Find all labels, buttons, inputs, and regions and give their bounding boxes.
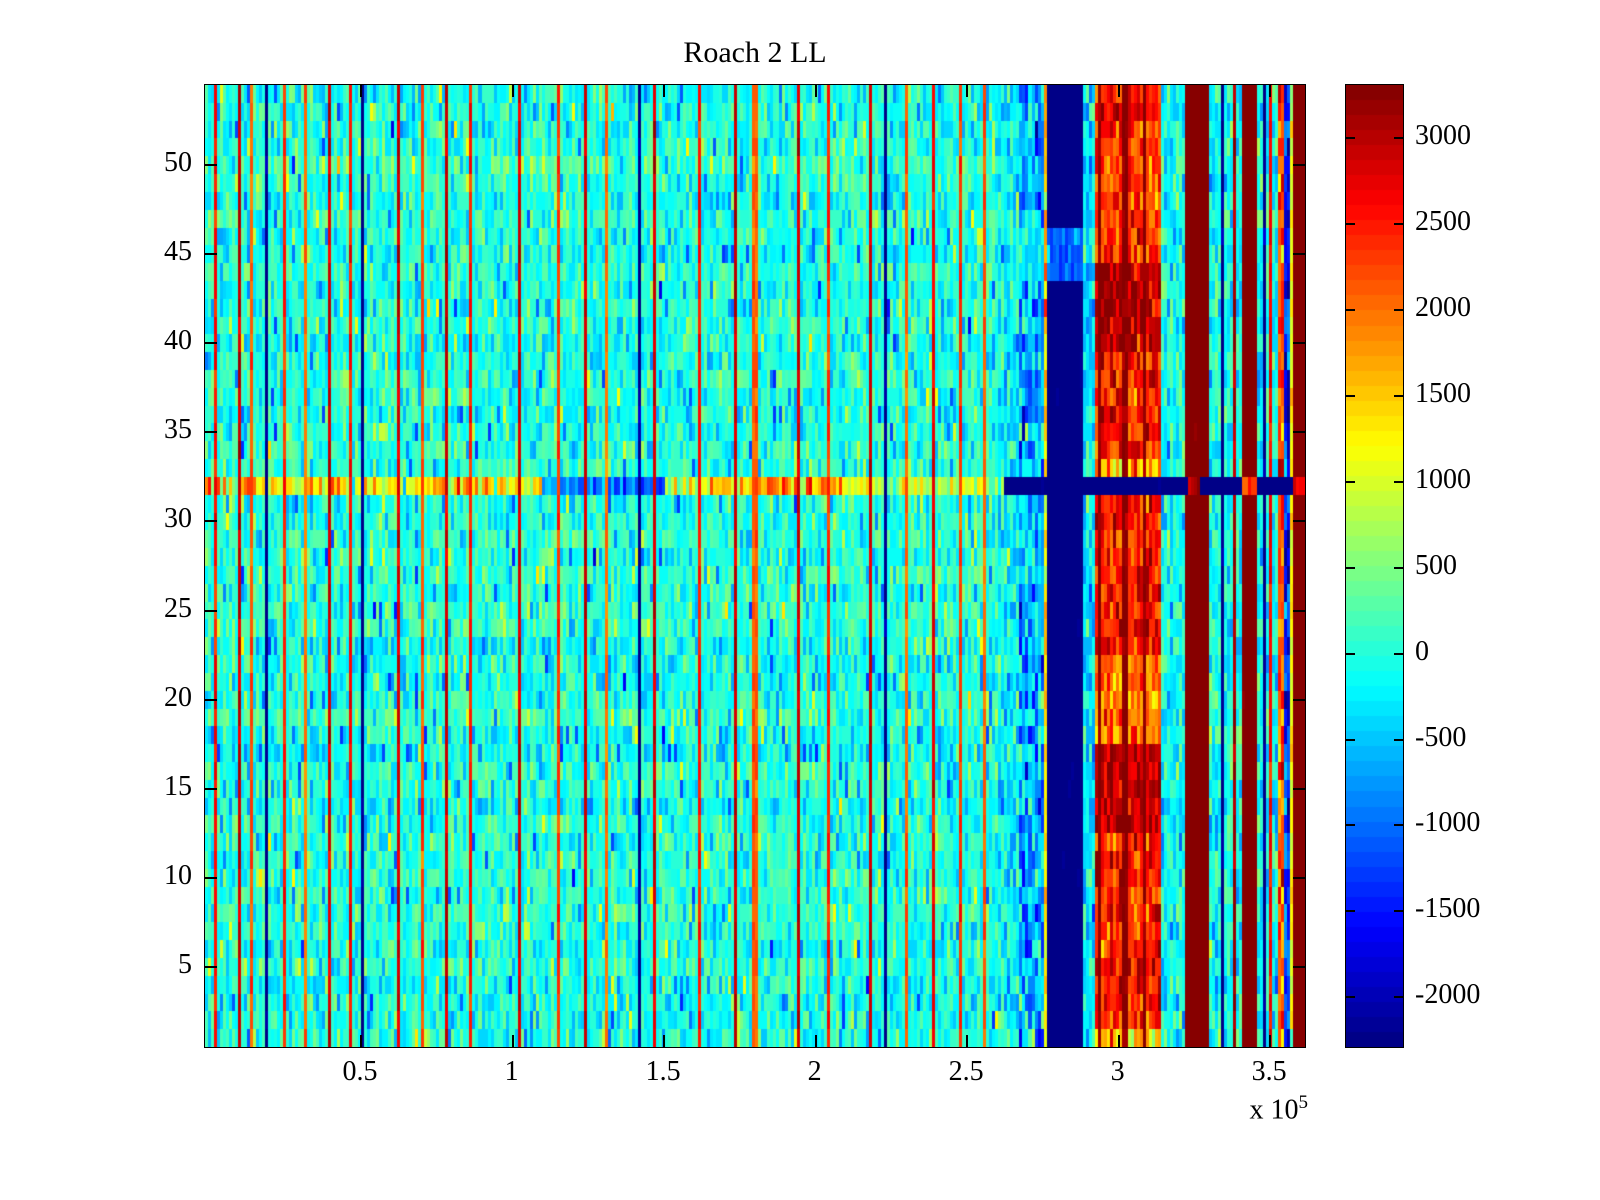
colorbar-tick-mark-right (1394, 394, 1403, 397)
x-tick-label: 2.5 (948, 1056, 984, 1087)
y-tick-label: 25 (164, 592, 192, 624)
colorbar-tick-mark-right (1394, 566, 1403, 569)
y-axis-tick-mark (205, 876, 217, 879)
colorbar-tick-label: 1000 (1415, 463, 1471, 495)
y-axis-tick-mark-right (1293, 965, 1305, 968)
y-tick-label: 40 (164, 325, 192, 357)
x-axis-tick-mark-top (966, 85, 969, 97)
colorbar-tick-label: 0 (1415, 635, 1429, 667)
y-axis-tick-mark-right (1293, 876, 1305, 879)
colorbar-tick-mark-right (1394, 223, 1403, 226)
x-axis-tick-mark (1117, 1035, 1120, 1047)
y-tick-label: 45 (164, 236, 192, 268)
y-axis-tick-mark (205, 164, 217, 167)
y-tick-label: 20 (164, 681, 192, 713)
y-axis-tick-mark (205, 431, 217, 434)
y-axis-tick-mark-right (1293, 342, 1305, 345)
y-axis-tick-mark (205, 253, 217, 256)
colorbar-tick-mark (1346, 394, 1355, 397)
colorbar-tick-mark (1346, 566, 1355, 569)
y-tick-label: 5 (178, 948, 192, 980)
y-axis-tick-mark (205, 342, 217, 345)
colorbar-tick-mark-right (1394, 137, 1403, 140)
colorbar-tick-mark-right (1394, 738, 1403, 741)
colorbar-tick-label: 1500 (1415, 377, 1471, 409)
y-tick-label: 15 (164, 770, 192, 802)
y-axis-tick-mark-right (1293, 787, 1305, 790)
colorbar-tick-mark (1346, 137, 1355, 140)
y-tick-label: 50 (164, 147, 192, 179)
colorbar-tick-label: 3000 (1415, 120, 1471, 152)
x-axis-tick-mark-top (663, 85, 666, 97)
colorbar-tick-mark (1346, 996, 1355, 999)
x-tick-label: 1 (504, 1056, 519, 1087)
x-axis-tick-mark-top (360, 85, 363, 97)
y-axis-tick-mark-right (1293, 164, 1305, 167)
colorbar-tick-mark-right (1394, 824, 1403, 827)
colorbar-tick-label: 2500 (1415, 206, 1471, 238)
x-tick-label: 1.5 (645, 1056, 681, 1087)
x-tick-label: 3 (1110, 1056, 1125, 1087)
x-axis-tick-mark (1269, 1035, 1272, 1047)
x-axis-tick-mark (360, 1035, 363, 1047)
y-tick-label: 30 (164, 503, 192, 535)
y-axis-tick-mark (205, 698, 217, 701)
x-tick-label: 2 (807, 1056, 822, 1087)
x-scale-exponent: 5 (1298, 1092, 1309, 1113)
colorbar-tick-label: -2000 (1415, 979, 1481, 1011)
x-axis-tick-mark (814, 1035, 817, 1047)
colorbar-tick-mark (1346, 223, 1355, 226)
colorbar-tick-mark (1346, 824, 1355, 827)
colorbar-tick-mark-right (1394, 910, 1403, 913)
x-tick-label: 3.5 (1251, 1056, 1287, 1087)
colorbar-canvas (1346, 85, 1403, 1047)
x-scale-base: x 10 (1249, 1094, 1299, 1126)
y-axis-tick-mark-right (1293, 609, 1305, 612)
heatmap-canvas (205, 85, 1305, 1047)
y-axis-tick-mark (205, 965, 217, 968)
colorbar-tick-mark (1346, 738, 1355, 741)
plot-area (204, 84, 1306, 1048)
colorbar-tick-mark (1346, 910, 1355, 913)
colorbar-tick-mark (1346, 652, 1355, 655)
x-axis-tick-mark (511, 1035, 514, 1047)
x-axis-tick-mark-top (511, 85, 514, 97)
y-axis-tick-mark (205, 609, 217, 612)
y-tick-label: 10 (164, 859, 192, 891)
y-axis-tick-mark-right (1293, 431, 1305, 434)
x-axis-tick-mark-top (1269, 85, 1272, 97)
y-axis-tick-mark (205, 520, 217, 523)
chart-title: Roach 2 LL (683, 36, 827, 69)
x-axis-tick-mark-top (1117, 85, 1120, 97)
colorbar-tick-label: 500 (1415, 549, 1457, 581)
y-axis-tick-mark-right (1293, 253, 1305, 256)
colorbar-tick-mark-right (1394, 652, 1403, 655)
x-axis-scale-label: x 105 (1140, 1092, 1309, 1126)
colorbar-tick-label: -500 (1415, 721, 1467, 753)
y-axis-tick-mark (205, 787, 217, 790)
y-axis-tick-mark-right (1293, 698, 1305, 701)
colorbar (1345, 84, 1404, 1048)
colorbar-tick-mark (1346, 309, 1355, 312)
x-tick-label: 0.5 (342, 1056, 378, 1087)
y-axis-tick-mark-right (1293, 520, 1305, 523)
colorbar-tick-label: -1500 (1415, 893, 1481, 925)
colorbar-tick-label: -1000 (1415, 807, 1481, 839)
y-tick-label: 35 (164, 414, 192, 446)
x-axis-tick-mark (966, 1035, 969, 1047)
colorbar-tick-mark-right (1394, 996, 1403, 999)
colorbar-tick-mark-right (1394, 480, 1403, 483)
colorbar-tick-mark-right (1394, 309, 1403, 312)
colorbar-tick-mark (1346, 480, 1355, 483)
x-axis-tick-mark (663, 1035, 666, 1047)
x-axis-tick-mark-top (814, 85, 817, 97)
colorbar-tick-label: 2000 (1415, 292, 1471, 324)
